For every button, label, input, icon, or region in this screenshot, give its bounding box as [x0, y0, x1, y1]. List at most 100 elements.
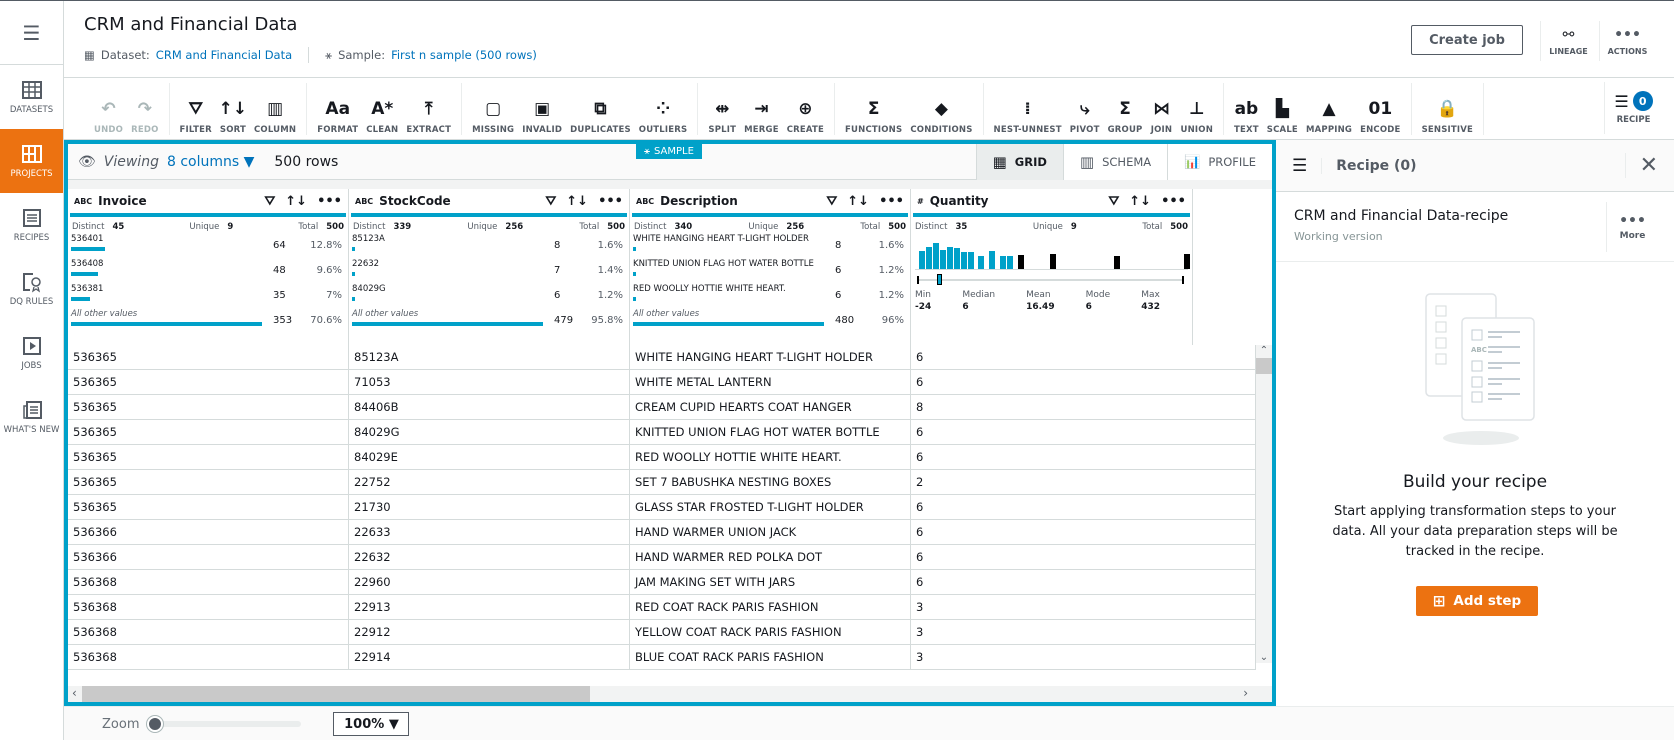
- sort-icon[interactable]: ↑↓: [285, 193, 308, 209]
- top-value-row[interactable]: 536381 35 7%: [71, 284, 342, 301]
- table-cell[interactable]: 536365: [68, 345, 349, 369]
- horizontal-scrollbar[interactable]: ‹ ›: [68, 686, 1272, 702]
- table-cell[interactable]: 22960: [349, 570, 630, 594]
- table-cell[interactable]: 21730: [349, 495, 630, 519]
- tab-schema[interactable]: ▥ SCHEMA: [1062, 144, 1168, 180]
- close-icon[interactable]: ✕: [1624, 153, 1658, 178]
- hamburger-menu-icon[interactable]: ☰: [0, 1, 63, 65]
- top-value-row[interactable]: WHITE HANGING HEART T-LIGHT HOLDER 8 1.6%: [633, 234, 904, 251]
- zoom-slider[interactable]: [147, 716, 302, 732]
- table-cell[interactable]: RED WOOLLY HOTTIE WHITE HEART.: [630, 445, 911, 469]
- table-cell[interactable]: 6: [911, 420, 1256, 444]
- top-value-row[interactable]: 536408 48 9.6%: [71, 259, 342, 276]
- table-cell[interactable]: 536368: [68, 620, 349, 644]
- table-row[interactable]: 536366 22632 HAND WARMER RED POLKA DOT 6: [68, 545, 1256, 570]
- lineage-button[interactable]: ⚯ LINEAGE: [1540, 21, 1596, 61]
- column-name[interactable]: Invoice: [98, 194, 147, 208]
- top-value-row[interactable]: 85123A 8 1.6%: [352, 234, 623, 251]
- sample-link[interactable]: First n sample (500 rows): [391, 48, 537, 62]
- filter-icon[interactable]: ⛛: [545, 193, 557, 209]
- table-cell[interactable]: HAND WARMER RED POLKA DOT: [630, 545, 911, 569]
- table-cell[interactable]: 84406B: [349, 395, 630, 419]
- toolbar-column-button[interactable]: ▥ COLUMN: [253, 98, 297, 135]
- column-name[interactable]: StockCode: [379, 194, 451, 208]
- toolbar-union-button[interactable]: ⊥ UNION: [1180, 98, 1214, 135]
- tab-grid[interactable]: ▦ GRID: [975, 144, 1063, 180]
- toolbar-mapping-button[interactable]: ▲ MAPPING: [1305, 98, 1353, 135]
- table-row[interactable]: 536368 22913 RED COAT RACK PARIS FASHION 3: [68, 595, 1256, 620]
- filter-icon[interactable]: ⛛: [264, 193, 276, 209]
- scroll-left-icon[interactable]: ‹: [72, 686, 77, 700]
- table-cell[interactable]: 84029E: [349, 445, 630, 469]
- table-row[interactable]: 536365 84029E RED WOOLLY HOTTIE WHITE HEAR…: [68, 445, 1256, 470]
- toolbar-encode-button[interactable]: 01 ENCODE: [1360, 98, 1401, 135]
- top-value-row[interactable]: All other values 480 96%: [633, 309, 904, 326]
- toolbar-create-button[interactable]: ⊕ CREATE: [786, 98, 825, 135]
- toolbar-text-button[interactable]: ab TEXT: [1234, 98, 1259, 135]
- column-name[interactable]: Description: [660, 194, 738, 208]
- table-cell[interactable]: 6: [911, 545, 1256, 569]
- table-cell[interactable]: HAND WARMER UNION JACK: [630, 520, 911, 544]
- table-row[interactable]: 536365 85123A WHITE HANGING HEART T-LIGHT …: [68, 345, 1256, 370]
- toolbar-invalid-button[interactable]: ▣ INVALID: [522, 98, 563, 135]
- scroll-thumb[interactable]: [82, 686, 590, 702]
- table-cell[interactable]: 6: [911, 495, 1256, 519]
- toolbar-duplicates-button[interactable]: ⧉ DUPLICATES: [570, 98, 631, 135]
- create-job-button[interactable]: Create job: [1411, 25, 1523, 55]
- table-row[interactable]: 536368 22914 BLUE COAT RACK PARIS FASHION 3: [68, 645, 1256, 670]
- table-cell[interactable]: 22633: [349, 520, 630, 544]
- table-cell[interactable]: RED COAT RACK PARIS FASHION: [630, 595, 911, 619]
- toolbar-missing-button[interactable]: ▢ MISSING: [472, 98, 515, 135]
- scroll-up-icon[interactable]: ⌃: [1259, 345, 1269, 356]
- table-cell[interactable]: SET 7 BABUSHKA NESTING BOXES: [630, 470, 911, 494]
- table-cell[interactable]: WHITE METAL LANTERN: [630, 370, 911, 394]
- table-cell[interactable]: 536365: [68, 420, 349, 444]
- table-cell[interactable]: 536365: [68, 495, 349, 519]
- sidebar-item-jobs[interactable]: JOBS: [0, 321, 63, 385]
- table-row[interactable]: 536368 22912 YELLOW COAT RACK PARIS FASHIO…: [68, 620, 1256, 645]
- table-cell[interactable]: YELLOW COAT RACK PARIS FASHION: [630, 620, 911, 644]
- sidebar-item-dq-rules[interactable]: DQ RULES: [0, 257, 63, 321]
- more-dots-icon[interactable]: •••: [317, 193, 342, 209]
- table-cell[interactable]: 536365: [68, 395, 349, 419]
- range-slider[interactable]: [915, 274, 1188, 286]
- table-cell[interactable]: 6: [911, 445, 1256, 469]
- toolbar-format-button[interactable]: Aa FORMAT: [317, 98, 359, 135]
- table-cell[interactable]: 2: [911, 470, 1256, 494]
- top-value-row[interactable]: All other values 353 70.6%: [71, 309, 342, 326]
- table-row[interactable]: 536365 22752 SET 7 BABUSHKA NESTING BOXES 2: [68, 470, 1256, 495]
- table-cell[interactable]: WHITE HANGING HEART T-LIGHT HOLDER: [630, 345, 911, 369]
- sort-icon[interactable]: ↑↓: [1129, 193, 1152, 209]
- table-cell[interactable]: 3: [911, 620, 1256, 644]
- table-cell[interactable]: 22632: [349, 545, 630, 569]
- table-cell[interactable]: 536366: [68, 520, 349, 544]
- filter-icon[interactable]: ⛛: [1108, 193, 1120, 209]
- sidebar-item-datasets[interactable]: DATASETS: [0, 65, 63, 129]
- recipe-toggle-button[interactable]: ☰ 0 RECIPE: [1604, 82, 1662, 134]
- toolbar-sensitive-button[interactable]: 🔒 SENSITIVE: [1421, 98, 1474, 135]
- table-cell[interactable]: 536365: [68, 370, 349, 394]
- toolbar-sort-button[interactable]: ↑↓ SORT: [218, 98, 248, 135]
- column-name[interactable]: Quantity: [929, 194, 989, 208]
- top-value-row[interactable]: KNITTED UNION FLAG HOT WATER BOTTLE 6 1.2%: [633, 259, 904, 276]
- table-cell[interactable]: 536365: [68, 470, 349, 494]
- scroll-down-icon[interactable]: ⌄: [1259, 652, 1269, 663]
- toolbar-functions-button[interactable]: Σ FUNCTIONS: [845, 98, 903, 135]
- table-cell[interactable]: BLUE COAT RACK PARIS FASHION: [630, 645, 911, 669]
- table-cell[interactable]: 6: [911, 570, 1256, 594]
- toolbar-group-button[interactable]: Σ GROUP: [1107, 98, 1143, 135]
- sidebar-item-recipes[interactable]: RECIPES: [0, 193, 63, 257]
- table-cell[interactable]: 6: [911, 370, 1256, 394]
- table-cell[interactable]: CREAM CUPID HEARTS COAT HANGER: [630, 395, 911, 419]
- table-cell[interactable]: 71053: [349, 370, 630, 394]
- top-value-row[interactable]: 84029G 6 1.2%: [352, 284, 623, 301]
- tab-profile[interactable]: 📊 PROFILE: [1167, 144, 1272, 180]
- top-value-row[interactable]: All other values 479 95.8%: [352, 309, 623, 326]
- toolbar-undo-button[interactable]: ↶ UNDO: [94, 98, 124, 135]
- filter-icon[interactable]: ⛛: [826, 193, 838, 209]
- table-cell[interactable]: 22912: [349, 620, 630, 644]
- table-cell[interactable]: JAM MAKING SET WITH JARS: [630, 570, 911, 594]
- table-cell[interactable]: 22914: [349, 645, 630, 669]
- table-cell[interactable]: GLASS STAR FROSTED T-LIGHT HOLDER: [630, 495, 911, 519]
- table-row[interactable]: 536366 22633 HAND WARMER UNION JACK 6: [68, 520, 1256, 545]
